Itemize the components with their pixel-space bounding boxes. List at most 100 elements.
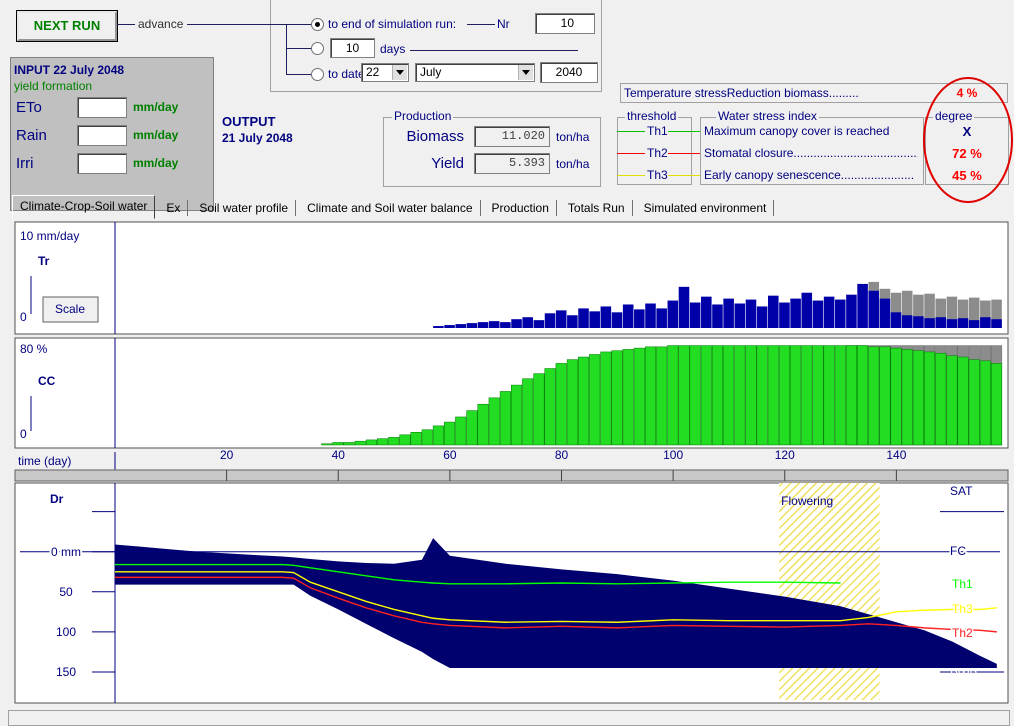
chart-name: CC [38, 374, 56, 388]
year-field[interactable]: 2040 [540, 62, 598, 83]
bar [578, 308, 589, 328]
scale-button-label[interactable]: Scale [55, 302, 85, 316]
bar [779, 302, 790, 328]
y-tick-label: 50 [59, 585, 73, 599]
bar [901, 290, 913, 328]
bar [634, 309, 645, 328]
threshold-line [668, 175, 700, 176]
tab[interactable]: Climate and Soil water balance [300, 200, 481, 216]
bar [533, 320, 545, 328]
production-label: Biomass [406, 128, 464, 145]
bar [912, 350, 924, 446]
tab[interactable]: Totals Run [561, 200, 633, 216]
bar [935, 298, 947, 328]
tab[interactable]: Production [485, 200, 557, 216]
connector [286, 48, 312, 49]
bar [946, 296, 958, 328]
bar [466, 410, 478, 446]
level-label: FC [950, 544, 966, 558]
threshold-line [668, 131, 700, 132]
x-tick-label: 40 [332, 448, 346, 462]
input-field[interactable] [77, 125, 127, 146]
days-field[interactable]: 10 [330, 38, 375, 58]
bar [455, 324, 467, 328]
stress-label: Stomatal closure........................… [704, 146, 918, 160]
input-field[interactable] [77, 153, 127, 174]
month-combo[interactable]: July [415, 63, 535, 82]
bar [879, 298, 891, 328]
bar [734, 345, 746, 446]
threshold-line [617, 131, 645, 132]
radio[interactable] [311, 68, 324, 81]
bar [555, 310, 567, 328]
level-label: PWP [950, 668, 977, 682]
y-tick-label: 80 % [20, 342, 48, 356]
advance-label: advance [138, 17, 184, 31]
scale-button[interactable] [42, 296, 99, 323]
bar [701, 296, 712, 328]
production-label: Yield [431, 155, 464, 172]
threshold-line [617, 153, 645, 154]
input-field[interactable] [77, 97, 127, 118]
level-label: SAT [950, 484, 973, 498]
time-ruler [14, 469, 1009, 482]
bar [589, 354, 601, 446]
bar [790, 298, 801, 328]
temperature-degree: 4 % [956, 86, 978, 100]
bar [566, 359, 578, 446]
bar [723, 298, 734, 328]
threshold-label: Th2 [647, 146, 668, 160]
production-unit: ton/ha [556, 130, 590, 144]
stress-degree: 45 % [952, 168, 982, 183]
bar [890, 312, 902, 328]
bar [968, 297, 980, 328]
nr-spinner[interactable]: 10 [535, 13, 595, 34]
bar [834, 345, 846, 446]
bar [499, 391, 511, 446]
production-value: 11.020 [474, 126, 550, 147]
day-combo[interactable]: 22 [361, 63, 409, 82]
bar [946, 319, 958, 328]
next-run-button[interactable]: NEXT RUN [16, 10, 118, 42]
bar [656, 308, 667, 328]
bar [924, 351, 936, 446]
radio[interactable] [311, 42, 324, 55]
bar [633, 347, 645, 446]
bar [913, 294, 924, 328]
bar [845, 345, 857, 446]
y-tick-label: 100 [56, 625, 76, 639]
y-tick-label: 0 [20, 310, 27, 324]
threshold-line [668, 153, 700, 154]
tab[interactable]: Simulated environment [637, 200, 775, 216]
tab[interactable]: Ex [159, 200, 189, 216]
tab[interactable]: Climate-Crop-Soil water [12, 195, 156, 219]
bar [957, 299, 969, 328]
radio-checked[interactable] [311, 18, 324, 31]
day-value: 22 [366, 65, 380, 79]
bar [980, 317, 991, 328]
bar [935, 317, 947, 328]
x-tick-label: 100 [663, 448, 683, 462]
tab[interactable]: Soil water profile [192, 200, 297, 216]
stress-degree: X [962, 124, 972, 139]
bar [868, 290, 880, 328]
bar [399, 434, 411, 446]
bar [689, 302, 701, 328]
connector [467, 24, 495, 25]
chart-name: Tr [38, 254, 50, 268]
bar [544, 368, 556, 446]
production-value: 5.393 [474, 153, 550, 174]
bar [980, 300, 991, 328]
radio-dot [315, 22, 320, 27]
bar [957, 356, 969, 446]
bar [689, 345, 701, 446]
combo-arrow [518, 65, 533, 80]
bar [924, 318, 935, 328]
threshold-title: threshold [625, 109, 679, 123]
production-title: Production [392, 109, 454, 123]
month-value: July [420, 65, 442, 79]
bar [555, 363, 567, 446]
bar [767, 345, 779, 446]
bar [812, 345, 824, 446]
